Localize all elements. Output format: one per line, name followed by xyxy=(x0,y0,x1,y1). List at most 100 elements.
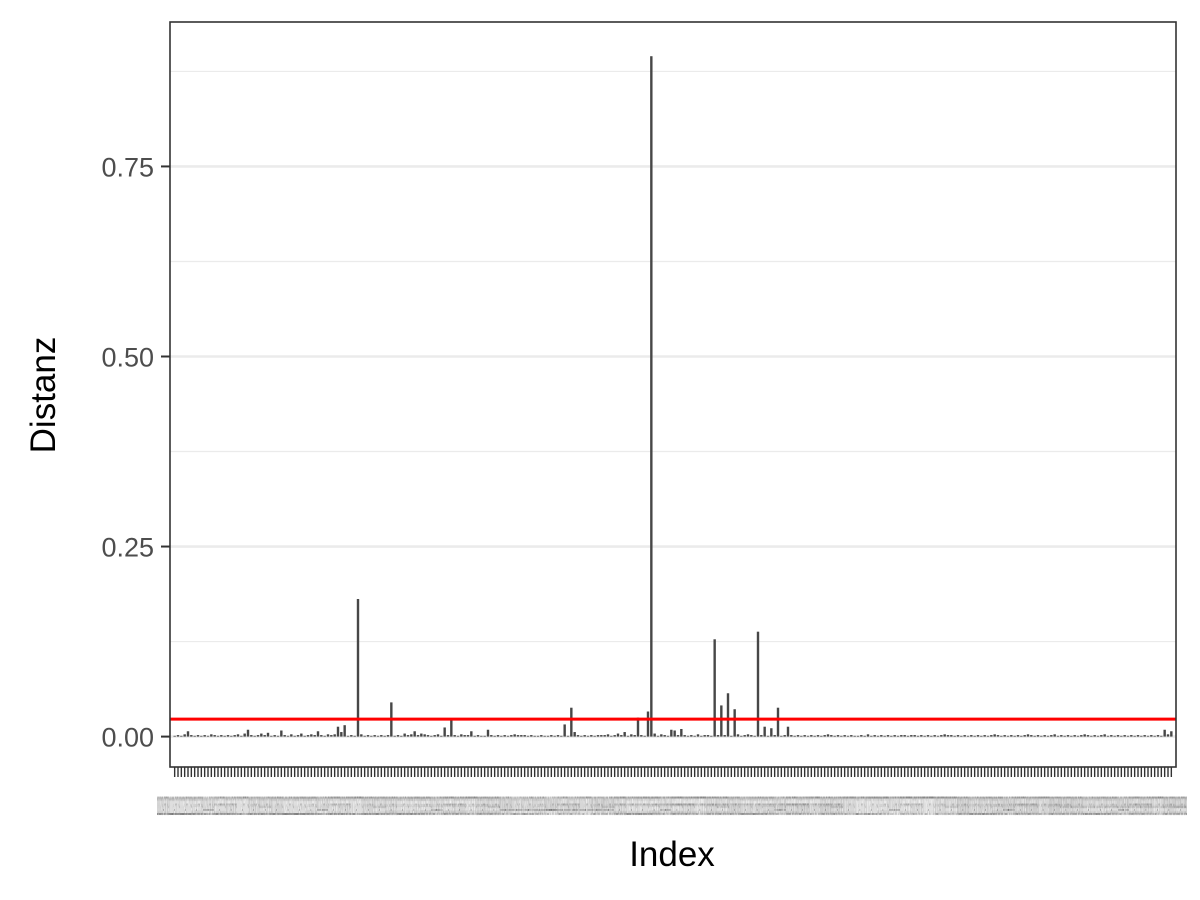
bar xyxy=(1056,735,1060,737)
bar xyxy=(766,735,770,737)
bar xyxy=(1110,735,1113,737)
bar xyxy=(680,728,683,737)
bar xyxy=(590,735,593,737)
bar xyxy=(273,735,276,737)
bar xyxy=(350,735,353,737)
bar xyxy=(206,735,210,737)
bar xyxy=(1013,735,1016,737)
grid-lines xyxy=(170,70,1176,738)
bar xyxy=(1070,735,1073,737)
bar xyxy=(323,735,326,737)
bar xyxy=(546,735,550,737)
bar xyxy=(1000,735,1003,737)
bar xyxy=(216,735,220,737)
bar xyxy=(1113,735,1116,737)
y-tick-label: 0.25 xyxy=(101,533,154,563)
bar xyxy=(553,735,556,737)
bar xyxy=(760,735,763,737)
bar xyxy=(803,735,806,737)
bar xyxy=(310,734,313,737)
bar xyxy=(976,735,980,737)
bar xyxy=(1076,735,1080,737)
bar xyxy=(496,735,500,737)
bar xyxy=(643,735,646,737)
bar xyxy=(426,735,430,737)
bar xyxy=(396,735,400,737)
bar xyxy=(473,735,476,737)
bar xyxy=(573,732,576,737)
bar xyxy=(480,735,483,737)
bar xyxy=(293,735,296,737)
bar xyxy=(373,735,376,737)
bar xyxy=(946,735,950,737)
bar xyxy=(556,735,560,737)
bar xyxy=(256,735,260,737)
bar xyxy=(736,734,740,737)
bar xyxy=(610,735,613,737)
bar xyxy=(873,735,876,737)
bar xyxy=(813,735,816,737)
bar xyxy=(843,735,846,737)
bar xyxy=(320,735,323,737)
bar xyxy=(960,735,963,737)
bars xyxy=(173,56,1173,737)
bar xyxy=(383,735,386,737)
bar xyxy=(540,735,543,737)
bar xyxy=(890,735,893,737)
bar xyxy=(290,734,293,737)
bar xyxy=(370,735,373,737)
bar xyxy=(263,735,266,737)
bar xyxy=(220,735,223,737)
y-axis: 0.00 0.25 0.50 0.75 xyxy=(101,152,170,753)
bar xyxy=(276,735,280,737)
bar xyxy=(836,735,840,737)
bar xyxy=(846,735,850,737)
x-axis-title: Index xyxy=(629,835,715,874)
bar xyxy=(670,729,673,737)
bar xyxy=(1053,734,1056,737)
bar xyxy=(436,734,440,737)
bar xyxy=(1156,735,1160,737)
bar xyxy=(306,735,310,737)
x-tick-label-row: 1010010110210310410510610710810911011111… xyxy=(157,791,1187,821)
bar xyxy=(1010,735,1013,737)
bar xyxy=(943,734,946,737)
bar xyxy=(303,735,306,737)
bar xyxy=(693,735,696,737)
bar xyxy=(1073,735,1076,737)
bar xyxy=(466,735,470,737)
bar xyxy=(343,725,346,737)
bar xyxy=(560,735,563,737)
bar xyxy=(676,735,680,737)
bar xyxy=(830,735,833,737)
bar xyxy=(183,734,186,737)
plot-panel xyxy=(170,22,1176,767)
bar xyxy=(853,735,856,737)
bar xyxy=(973,735,976,737)
bar xyxy=(233,735,236,737)
bar xyxy=(356,598,360,737)
bar xyxy=(810,735,813,737)
bar xyxy=(923,735,926,737)
bar xyxy=(1086,735,1090,737)
bar xyxy=(226,735,230,737)
bar xyxy=(626,735,630,737)
bar xyxy=(453,735,456,737)
bar xyxy=(493,735,496,737)
bar xyxy=(1016,735,1020,737)
bar xyxy=(583,735,586,737)
bar xyxy=(800,735,803,737)
bar xyxy=(630,734,633,737)
bar xyxy=(863,735,866,737)
bar xyxy=(363,735,366,737)
bar xyxy=(410,734,413,737)
bar xyxy=(623,732,626,737)
bar xyxy=(1003,735,1006,737)
bar xyxy=(1093,735,1096,737)
bar xyxy=(1100,735,1103,737)
bar xyxy=(286,735,290,737)
bar xyxy=(703,735,706,737)
bar xyxy=(970,735,973,737)
bar xyxy=(640,735,643,737)
bar xyxy=(430,735,433,737)
